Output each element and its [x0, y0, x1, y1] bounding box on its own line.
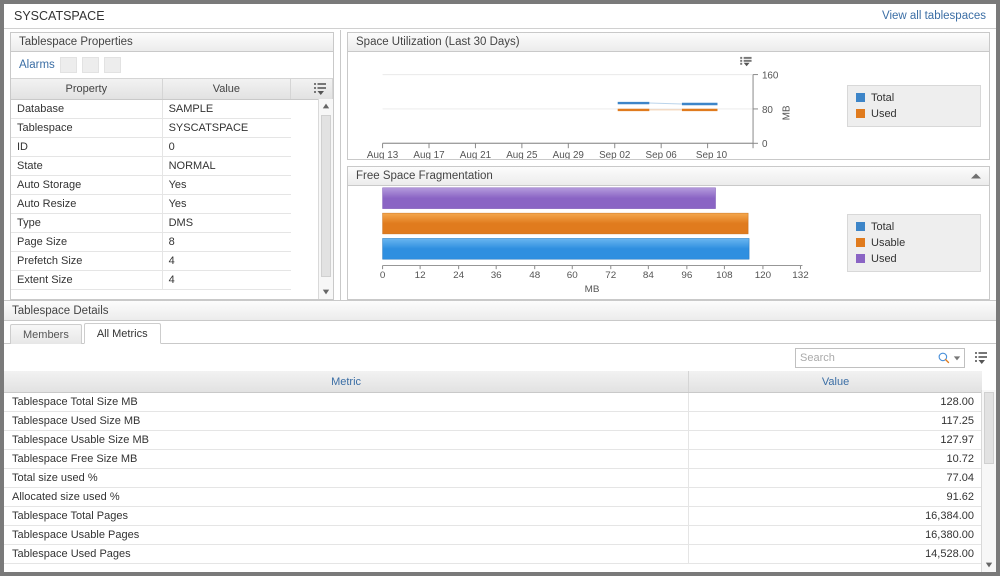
svg-text:120: 120 — [755, 271, 771, 282]
svg-text:160: 160 — [762, 71, 779, 82]
svg-text:Sep 06: Sep 06 — [646, 150, 678, 159]
svg-text:0: 0 — [762, 139, 768, 150]
svg-text:72: 72 — [605, 271, 616, 282]
svg-text:Aug 21: Aug 21 — [460, 150, 491, 159]
svg-text:Aug 13: Aug 13 — [367, 150, 399, 159]
svg-text:24: 24 — [453, 271, 464, 282]
svg-text:Sep 02: Sep 02 — [599, 150, 630, 159]
svg-text:12: 12 — [415, 271, 426, 282]
svg-text:84: 84 — [643, 271, 654, 282]
svg-text:MB: MB — [782, 105, 793, 120]
svg-text:108: 108 — [716, 271, 732, 282]
svg-text:Aug 17: Aug 17 — [413, 150, 444, 159]
svg-text:0: 0 — [380, 271, 385, 282]
svg-text:60: 60 — [567, 271, 578, 282]
svg-text:96: 96 — [681, 271, 692, 282]
svg-text:48: 48 — [529, 271, 540, 282]
svg-text:80: 80 — [762, 105, 774, 116]
svg-text:132: 132 — [792, 271, 808, 282]
svg-text:MB: MB — [585, 284, 600, 295]
svg-text:Aug 25: Aug 25 — [506, 150, 538, 159]
svg-text:Sep 10: Sep 10 — [696, 150, 728, 159]
svg-text:Aug 29: Aug 29 — [553, 150, 584, 159]
svg-text:36: 36 — [491, 271, 502, 282]
